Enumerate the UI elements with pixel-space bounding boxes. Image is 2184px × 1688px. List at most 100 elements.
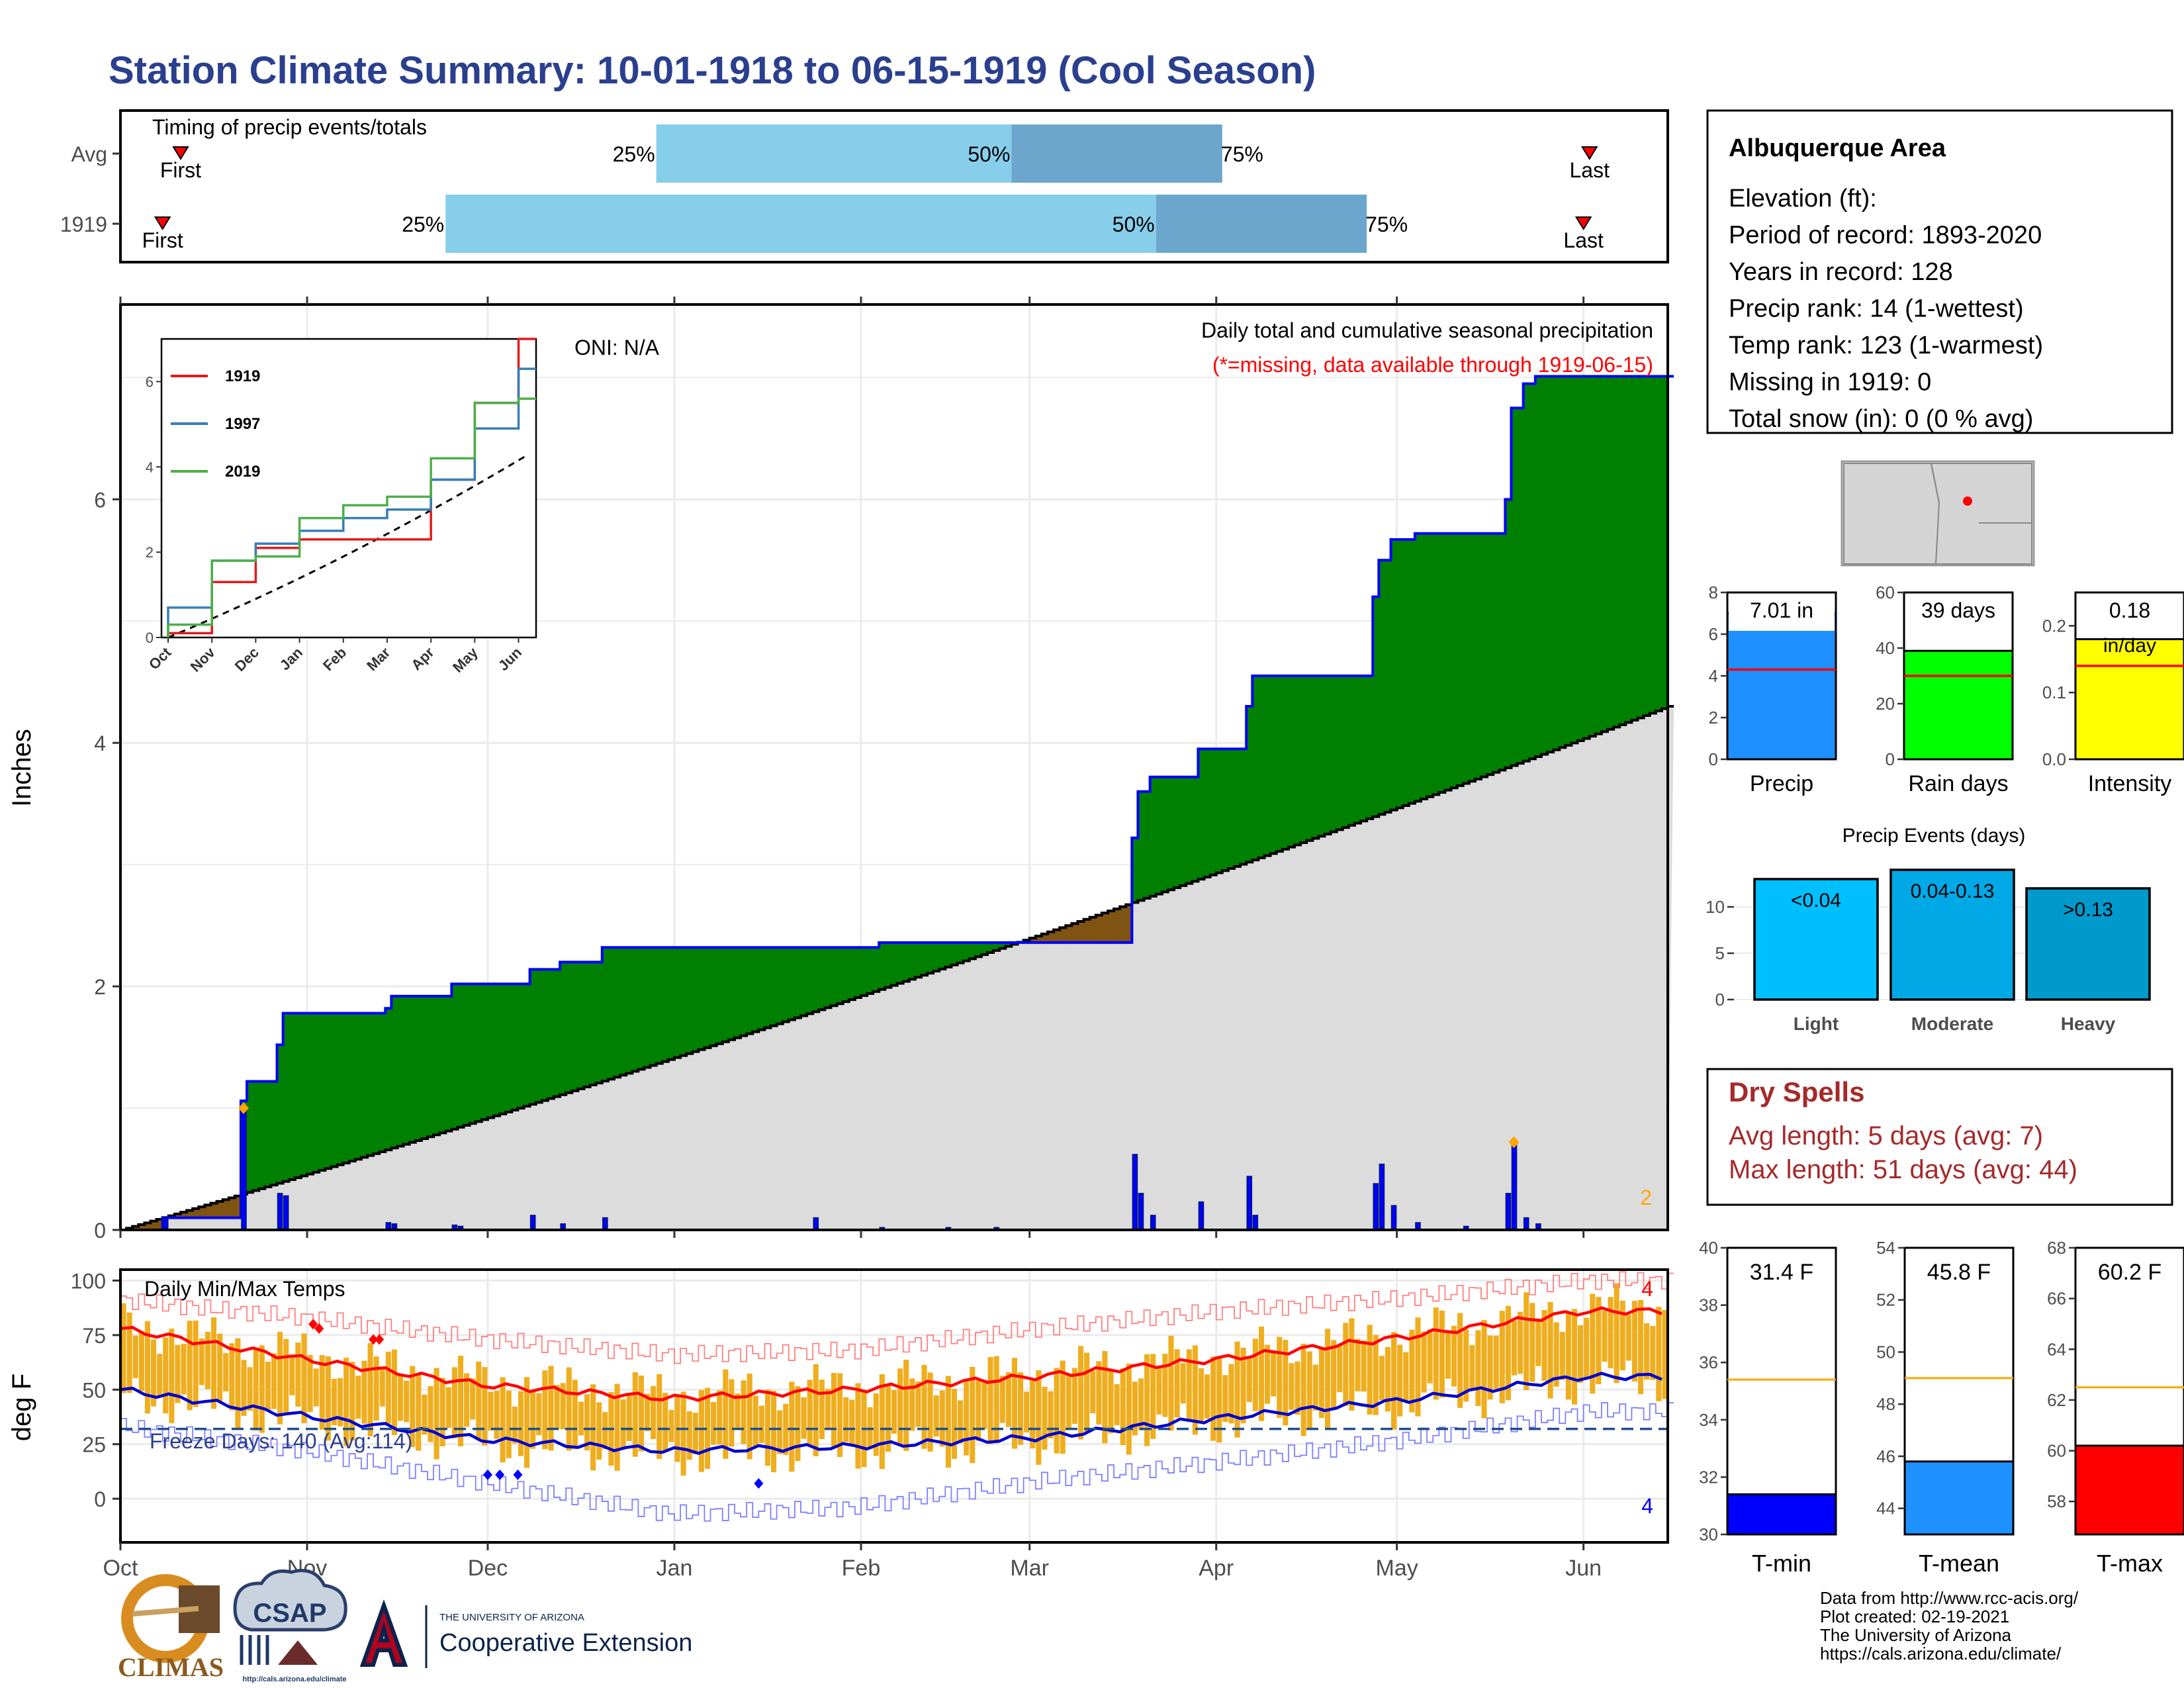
temp-ytick-label: 25 xyxy=(82,1433,106,1457)
daily-temp-bar xyxy=(1300,1343,1306,1436)
surplus-area xyxy=(1336,676,1343,830)
missing-note: (*=missing, data available through 1919-… xyxy=(1212,353,1653,377)
station-frame xyxy=(1706,109,2173,434)
daily-temp-bar xyxy=(1518,1311,1524,1374)
daily-temp-bar xyxy=(144,1321,150,1414)
surplus-area xyxy=(1180,776,1187,886)
surplus-area xyxy=(842,947,850,1002)
climas-logo[interactable]: CLIMAS xyxy=(118,1574,224,1682)
month-label: May xyxy=(1376,1556,1418,1581)
daily-temp-bar xyxy=(1216,1358,1222,1443)
daily-precip-bar xyxy=(162,1217,169,1231)
small-bar-value xyxy=(2074,638,2184,761)
surplus-area xyxy=(704,947,711,1048)
surplus-area xyxy=(1475,533,1482,779)
temp-bar-value-text: 60.2 F xyxy=(2098,1260,2161,1285)
surplus-area xyxy=(1523,383,1530,761)
climas-logo-wave xyxy=(132,1606,199,1617)
daily-temp-bar xyxy=(157,1354,163,1397)
surplus-area xyxy=(1408,539,1416,804)
events-bar-label: Light xyxy=(1794,1013,1839,1034)
daily-temp-bar xyxy=(277,1331,283,1425)
small-bar-tick-label: 20 xyxy=(1876,694,1895,714)
surplus-area xyxy=(758,947,766,1030)
surplus-area xyxy=(1505,499,1512,768)
surplus-area xyxy=(921,942,928,976)
timing-bar-q50-q75 xyxy=(1011,124,1222,183)
surplus-area xyxy=(1589,376,1596,737)
surplus-area xyxy=(927,942,934,974)
daily-temp-bar xyxy=(680,1391,686,1476)
map-state-arizona xyxy=(1843,463,1940,565)
deficit-area xyxy=(222,1199,230,1218)
deficit-area xyxy=(1107,911,1115,943)
surplus-area xyxy=(469,984,477,1124)
daily-temp-bar xyxy=(1077,1346,1084,1440)
daily-temp-bar xyxy=(1415,1317,1421,1417)
surplus-area xyxy=(1288,676,1295,847)
avg-cumulative-area xyxy=(120,706,1674,1230)
month-label: Apr xyxy=(1199,1556,1234,1581)
daily-temp-bar xyxy=(1451,1325,1457,1387)
surplus-area xyxy=(1138,791,1145,901)
small-bar-label-bg xyxy=(2077,594,2183,631)
daily-temp-bar xyxy=(554,1385,560,1429)
surplus-area xyxy=(1655,376,1662,712)
daily-temp-bar xyxy=(927,1372,933,1452)
daily-temp-bar xyxy=(1114,1383,1120,1425)
daily-temp-bar xyxy=(1529,1303,1535,1382)
surplus-area xyxy=(668,947,675,1060)
last-event-marker xyxy=(1580,146,1598,160)
timing-caption: Timing of precip events/totals xyxy=(152,115,427,139)
csap-logo[interactable]: CSAP http://cals.arizona.edu/climate xyxy=(233,1569,347,1684)
surplus-area xyxy=(981,942,988,955)
surplus-area xyxy=(433,996,440,1135)
daily-temp-bar xyxy=(404,1380,410,1423)
daily-temp-bar xyxy=(1457,1313,1463,1408)
daily-temp-bar xyxy=(1156,1367,1162,1415)
daily-temp-bar xyxy=(1264,1344,1271,1404)
daily-temp-bar xyxy=(1048,1391,1054,1439)
daily-temp-bar xyxy=(1439,1310,1445,1398)
surplus-area xyxy=(1264,676,1271,856)
surplus-area xyxy=(854,947,862,998)
events-bar xyxy=(1753,878,1879,1001)
daily-precip-bars xyxy=(162,1102,1541,1231)
daily-temp-bar xyxy=(795,1385,801,1462)
events-bar-text: 0.04-0.13 xyxy=(1911,880,1995,902)
daily-temp-bar xyxy=(578,1401,584,1436)
daily-temp-bar xyxy=(307,1354,313,1413)
surplus-area xyxy=(313,1013,320,1172)
surplus-area xyxy=(686,947,693,1054)
daily-temp-bar xyxy=(457,1356,464,1446)
surplus-area xyxy=(734,947,741,1038)
surplus-area xyxy=(770,947,778,1026)
daily-precip-bar xyxy=(1390,1205,1397,1231)
daily-temp-bar xyxy=(518,1391,524,1456)
deficit-area xyxy=(150,1221,158,1230)
daily-temp-bar xyxy=(1355,1338,1361,1391)
daily-temp-bar xyxy=(698,1389,704,1472)
surplus-area xyxy=(265,1081,272,1187)
daily-temp-bar xyxy=(849,1399,855,1446)
surplus-area xyxy=(825,947,832,1008)
daily-temp-bar xyxy=(1602,1310,1608,1362)
daily-temp-bar xyxy=(132,1335,138,1378)
precip-ytick-label: 2 xyxy=(94,975,106,999)
station-line: Total snow (in): 0 (0 % avg) xyxy=(1729,405,2033,433)
surplus-area xyxy=(1583,376,1590,739)
surplus-area xyxy=(529,969,537,1105)
ua-extension-logo[interactable]: THE UNIVERSITY OF ARIZONA Cooperative Ex… xyxy=(359,1599,692,1668)
daily-temp-bar xyxy=(1343,1323,1349,1407)
surplus-area xyxy=(409,996,416,1143)
surplus-area xyxy=(1614,376,1620,727)
daily-temp-bar xyxy=(1481,1320,1487,1419)
daily-temp-bar xyxy=(1168,1335,1174,1431)
daily-temp-bar xyxy=(741,1380,747,1444)
daily-temp-bar xyxy=(638,1375,644,1452)
daily-temp-bar xyxy=(1385,1346,1391,1412)
daily-temp-bar xyxy=(1541,1309,1547,1381)
surplus-area xyxy=(1517,408,1524,764)
daily-temp-bar xyxy=(704,1387,711,1470)
daily-temp-bar xyxy=(181,1344,187,1395)
